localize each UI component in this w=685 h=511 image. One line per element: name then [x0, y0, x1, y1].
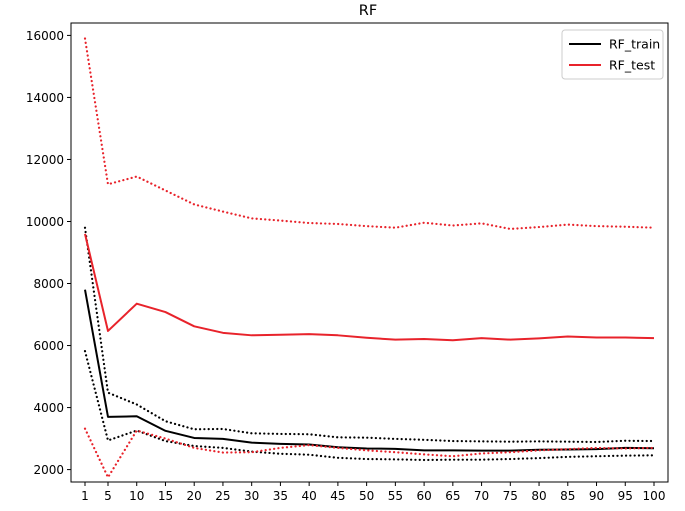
x-tick-label: 90 — [589, 489, 604, 503]
x-tick-label: 80 — [531, 489, 546, 503]
y-tick-label: 12000 — [26, 153, 64, 167]
y-tick-label: 8000 — [33, 277, 64, 291]
x-tick-label: 65 — [445, 489, 460, 503]
y-tick-label: 14000 — [26, 91, 64, 105]
x-tick-label: 95 — [618, 489, 633, 503]
series-line-red-lower-band — [83, 427, 656, 479]
y-tick-label: 4000 — [33, 401, 64, 415]
series-line-red-upper-band — [83, 37, 656, 231]
x-tick-label: 1 — [81, 489, 89, 503]
y-tick-label: 16000 — [26, 29, 64, 43]
x-tick-label: 50 — [359, 489, 374, 503]
x-tick-label: 70 — [474, 489, 489, 503]
chart-title: RF — [359, 3, 377, 19]
x-tick-label: 75 — [503, 489, 518, 503]
x-tick-label: 55 — [388, 489, 403, 503]
legend-box — [561, 29, 664, 80]
series-line-black-upper-band — [83, 226, 656, 444]
x-tick-label: 35 — [273, 489, 288, 503]
y-axis: 2000 4000 6000 8000 10000 12000 14000 16000 — [26, 29, 71, 477]
x-tick-label: 45 — [330, 489, 345, 503]
x-axis: 1 5 10 15 20 25 30 35 40 45 50 55 60 65 70 75 80 85 90 95 10… — [81, 482, 665, 503]
series-line-black-lower-band — [83, 350, 656, 462]
y-tick-label: 10000 — [26, 215, 64, 229]
x-tick-label: 15 — [158, 489, 173, 503]
x-tick-label: 10 — [129, 489, 144, 503]
x-tick-label: 25 — [215, 489, 230, 503]
series-layer — [83, 37, 656, 479]
x-tick-label: 20 — [187, 489, 202, 503]
y-tick-label: 6000 — [33, 339, 64, 353]
x-tick-label: 85 — [560, 489, 575, 503]
plot-frame — [70, 22, 669, 483]
legend-label-rf-train: RF_train — [609, 37, 660, 52]
x-tick-label: 100 — [643, 489, 666, 503]
x-tick-label: 60 — [416, 489, 431, 503]
legend: RF_train RF_test — [561, 29, 664, 80]
x-tick-label: 40 — [302, 489, 317, 503]
y-tick-label: 2000 — [33, 463, 64, 477]
x-tick-label: 5 — [104, 489, 112, 503]
legend-label-rf-test: RF_test — [609, 58, 655, 73]
x-tick-label: 30 — [244, 489, 259, 503]
series-line-red-mean — [84, 233, 655, 342]
